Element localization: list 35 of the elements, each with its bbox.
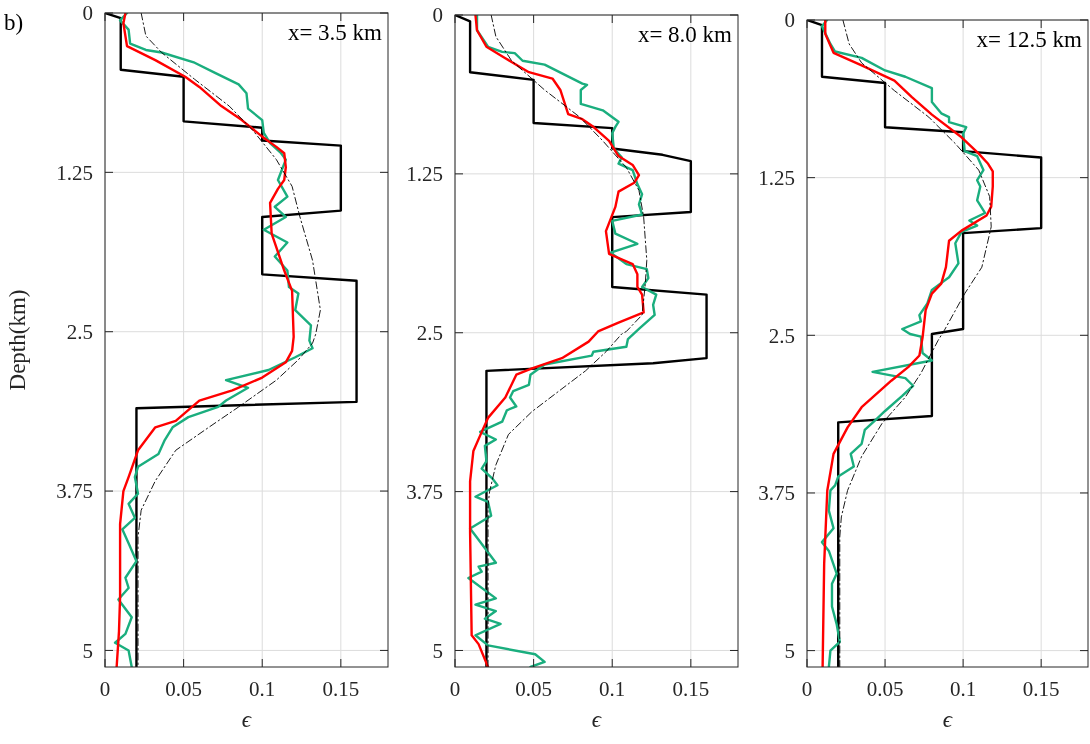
x-tick-label: 0.15: [322, 677, 360, 701]
y-tick-label: 2.5: [768, 323, 795, 348]
x-tick-label: 0.1: [599, 677, 626, 701]
x-tick-label: 0: [801, 677, 813, 701]
y-tick-label: 1.25: [406, 162, 443, 187]
x-tick-label: 0.1: [949, 677, 977, 701]
chart-title: x= 3.5 km: [287, 20, 383, 45]
y-tick-label: 2.5: [416, 321, 443, 346]
y-tick-label: 2.5: [66, 320, 93, 345]
x-axis-title: ϵ: [591, 707, 602, 732]
x-tick-label: 0.15: [672, 677, 710, 701]
x-tick-label: 0.05: [866, 677, 904, 701]
x-tick-label: 0.1: [249, 677, 276, 701]
y-tick-label: 0: [82, 1, 93, 26]
y-tick-label: 3.75: [758, 481, 795, 506]
x-tick-label: 0.05: [165, 677, 202, 701]
y-tick-label: 5: [432, 638, 443, 663]
chart-title: x= 8.0 km: [637, 22, 733, 47]
x-tick-label: 0: [449, 677, 461, 701]
y-tick-label: 5: [784, 638, 795, 663]
y-tick-label: 0: [432, 3, 443, 28]
y-tick-label: 0: [784, 8, 795, 33]
y-tick-label: 1.25: [56, 160, 93, 185]
x-axis-title: ϵ: [942, 707, 953, 732]
y-tick-label: 3.75: [56, 479, 93, 504]
y-tick-label: 5: [82, 638, 93, 663]
x-axis-title: ϵ: [241, 707, 252, 732]
x-tick-label: 0.05: [515, 677, 552, 701]
x-tick-label: 0: [99, 677, 111, 701]
y-tick-label: 1.25: [758, 166, 795, 190]
chart-title: x= 12.5 km: [976, 27, 1083, 52]
x-tick-label: 0.15: [1022, 677, 1060, 701]
y-tick-label: 3.75: [406, 479, 443, 504]
y-axis-title: Depth(km): [5, 289, 30, 391]
text: b): [4, 10, 24, 35]
